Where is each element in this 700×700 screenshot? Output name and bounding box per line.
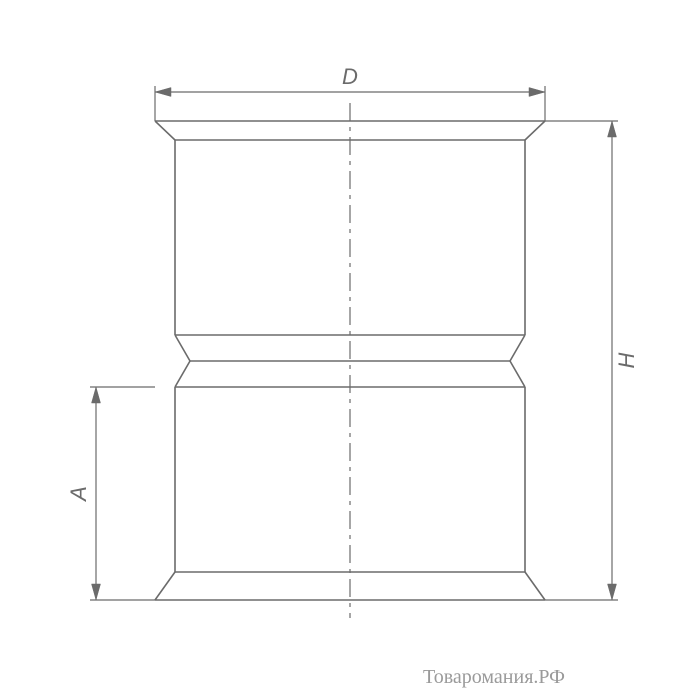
svg-text:D: D xyxy=(342,64,358,89)
svg-text:H: H xyxy=(614,352,639,368)
watermark-text: Товаромания.РФ xyxy=(423,666,565,689)
technical-drawing: D H A xyxy=(0,0,700,700)
svg-text:A: A xyxy=(66,486,91,503)
